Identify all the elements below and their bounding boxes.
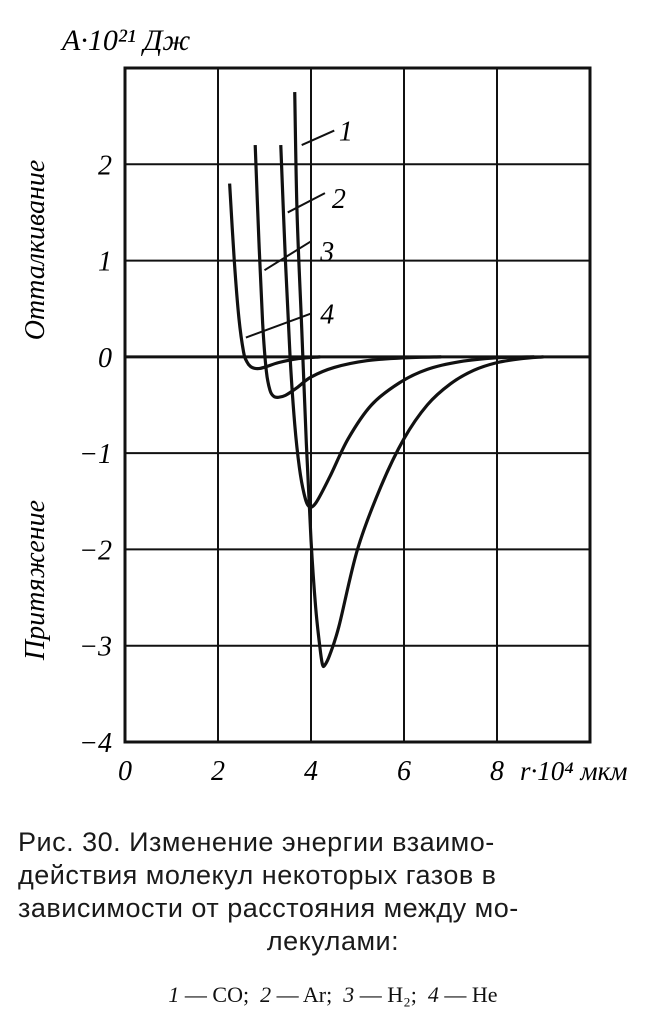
series-line-2 — [279, 144, 535, 509]
curve-label-2: 2 — [332, 184, 346, 215]
curve-leader-lines: 1 2 3 4 — [245, 117, 353, 339]
curve-label-4: 4 — [320, 300, 334, 331]
y-tick-label: −2 — [79, 535, 112, 566]
y-tick-label: −1 — [79, 439, 112, 470]
x-tick-label: 0 — [118, 756, 132, 787]
x-axis-label: r·10⁴ мкм — [520, 756, 628, 786]
series-line-3 — [253, 144, 442, 399]
legend-number: 1 — [168, 982, 180, 1007]
y-tick-label: 0 — [98, 343, 112, 374]
x-tick-label: 2 — [211, 756, 225, 787]
x-tick-label: 8 — [490, 756, 504, 787]
figure-caption: Рис. 30. Изменение энергии взаимо- дейст… — [18, 826, 648, 958]
chart-series — [228, 92, 544, 669]
side-label-attraction: Притяжение — [20, 500, 51, 661]
legend-number: 4 — [427, 982, 439, 1007]
y-tick-label: 1 — [98, 247, 112, 278]
series-line-1 — [293, 92, 544, 669]
legend-formula: CO — [212, 982, 243, 1007]
series-line-4 — [228, 183, 321, 371]
y-tick-label: 2 — [98, 150, 112, 181]
curve-leader-3 — [263, 240, 312, 272]
plot-frame — [123, 66, 592, 744]
x-tick-label: 6 — [397, 756, 411, 787]
caption-line: Рис. 30. Изменение энергии взаимо- — [18, 827, 495, 857]
curve-leader-4 — [245, 312, 312, 339]
curve-label-3: 3 — [319, 237, 334, 268]
y-tick-label: −3 — [79, 632, 112, 663]
legend-formula: He — [471, 982, 498, 1007]
curve-leader-2 — [287, 192, 326, 214]
curve-label-1: 1 — [339, 117, 353, 148]
y-tick-label: −4 — [79, 728, 112, 759]
caption-line: действия молекул некоторых газов в — [18, 860, 497, 890]
legend-number: 3 — [343, 982, 355, 1007]
tick-labels: 210−1−2−3−40 2 4 6 8 — [79, 150, 504, 787]
legend-formula: H₂ — [387, 982, 411, 1007]
grid — [123, 66, 592, 744]
y-axis-label: A·10²¹ Дж — [60, 24, 190, 57]
legend-formula: Ar — [302, 982, 327, 1007]
side-label-repulsion: Отталкивание — [20, 160, 51, 341]
caption-line: лекулами: — [266, 926, 400, 956]
legend-number: 2 — [260, 982, 272, 1007]
x-tick-label: 4 — [304, 756, 318, 787]
curve-leader-1 — [301, 129, 335, 146]
caption-legend: 1 — CO; 2 — Ar; 3 — H₂; 4 — He — [168, 982, 498, 1007]
axis-labels: A·10²¹ Дж r·10⁴ мкм Отталкивание Притяже… — [20, 24, 628, 786]
caption-line: зависимости от расстояния между мо- — [18, 893, 519, 923]
